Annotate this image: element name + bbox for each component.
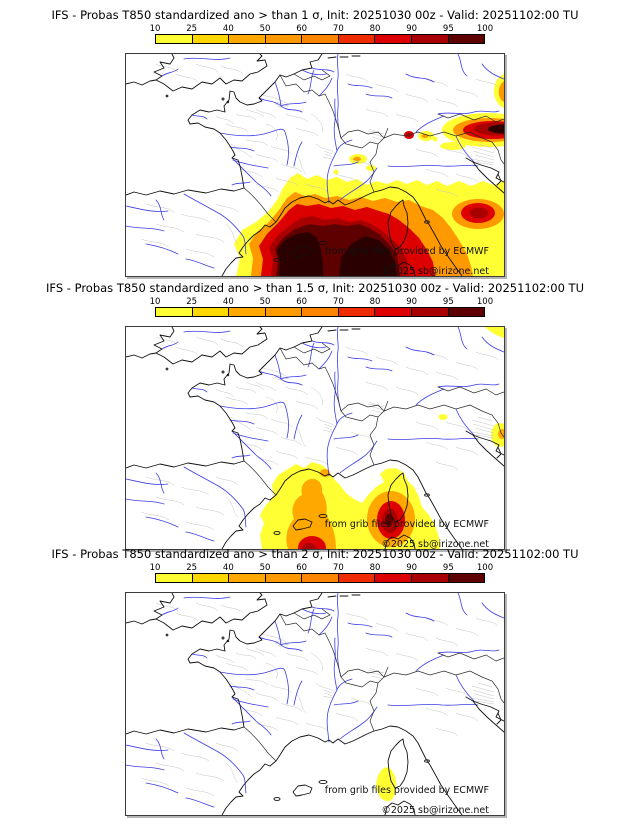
colorbar-tick-label: 90: [406, 563, 418, 573]
colorbar-tick-label: 70: [332, 563, 344, 573]
colorbar-tick-label: 60: [296, 24, 308, 34]
panel-title: IFS - Probas T850 standardized ano > tha…: [46, 281, 584, 295]
attribution-copyright: ©2025 sb@irizone.net: [381, 539, 489, 549]
attribution-source: from grib files provided by ECMWF: [325, 519, 489, 530]
map-frame: from grib files provided by ECMWF ©2025 …: [125, 326, 505, 550]
colorbar-tick-label: 100: [476, 24, 494, 34]
colorbar-segment: [411, 35, 449, 43]
colorbar-segment: [448, 574, 485, 582]
colorbar-segment: [338, 35, 376, 43]
colorbar-segment: [448, 308, 485, 316]
colorbar-tick-label: 40: [222, 297, 234, 307]
colorbar-bar: [155, 573, 485, 583]
colorbar-segment: [156, 574, 193, 582]
colorbar-tick-label: 25: [186, 297, 198, 307]
colorbar-segment: [156, 308, 193, 316]
colorbar-tick-label: 10: [149, 297, 161, 307]
colorbar-tick-label: 25: [186, 24, 198, 34]
probability-shading-layer: [234, 74, 504, 276]
map-sigma-2: from grib files provided by ECMWF ©2025 …: [126, 593, 504, 815]
colorbar-segment: [375, 574, 412, 582]
attribution-source: from grib files provided by ECMWF: [325, 785, 489, 796]
colorbar-tick-label: 80: [369, 24, 381, 34]
attribution-copyright: ©2025 sb@irizone.net: [381, 805, 489, 815]
colorbar-tick-label: 80: [369, 297, 381, 307]
colorbar-ticks: 10 25 40 50 60 70 80 90 95 100: [150, 563, 494, 573]
colorbar-bar: [155, 34, 485, 44]
colorbar-tick-label: 80: [369, 563, 381, 573]
colorbar-tick-label: 90: [406, 297, 418, 307]
colorbar-segment: [265, 574, 303, 582]
attribution-copyright: ©2025 sb@irizone.net: [381, 266, 489, 276]
colorbar-tick-label: 40: [222, 563, 234, 573]
colorbar: 10 25 40 50 60 70 80 90 95 100: [0, 563, 630, 584]
colorbar-segment: [448, 35, 485, 43]
map-sigma-1: from grib files provided by ECMWF ©2025 …: [126, 54, 504, 276]
colorbar-tick-label: 50: [259, 297, 271, 307]
colorbar-tick-label: 10: [149, 24, 161, 34]
colorbar-tick-label: 70: [332, 297, 344, 307]
colorbar-segment: [375, 35, 412, 43]
colorbar-segment: [265, 35, 303, 43]
colorbar-segment: [375, 308, 412, 316]
panel-title: IFS - Probas T850 standardized ano > tha…: [51, 547, 579, 561]
colorbar-segment: [338, 308, 376, 316]
panel-sigma-1: IFS - Probas T850 standardized ano > tha…: [0, 8, 630, 277]
colorbar-ticks: 10 25 40 50 60 70 80 90 95 100: [150, 297, 494, 307]
colorbar-ticks: 10 25 40 50 60 70 80 90 95 100: [150, 24, 494, 34]
map-frame: from grib files provided by ECMWF ©2025 …: [125, 53, 505, 277]
colorbar-tick-label: 95: [442, 563, 454, 573]
colorbar-tick-label: 70: [332, 24, 344, 34]
colorbar-segment: [229, 35, 266, 43]
map-frame: from grib files provided by ECMWF ©2025 …: [125, 592, 505, 816]
colorbar-tick-label: 40: [222, 24, 234, 34]
colorbar-tick-label: 25: [186, 563, 198, 573]
colorbar-tick-label: 100: [476, 563, 494, 573]
colorbar-tick-label: 10: [149, 563, 161, 573]
colorbar-tick-label: 100: [476, 297, 494, 307]
map-sigma-1-5: from grib files provided by ECMWF ©2025 …: [126, 327, 504, 549]
colorbar-tick-label: 95: [442, 297, 454, 307]
colorbar-segment: [265, 308, 303, 316]
colorbar-segment: [302, 308, 339, 316]
colorbar-segment: [156, 35, 193, 43]
colorbar-tick-label: 90: [406, 24, 418, 34]
colorbar-segment: [338, 574, 376, 582]
colorbar-segment: [229, 574, 266, 582]
panel-title: IFS - Probas T850 standardized ano > tha…: [51, 8, 579, 22]
panel-sigma-1-5: IFS - Probas T850 standardized ano > tha…: [0, 281, 630, 550]
colorbar-segment: [229, 308, 266, 316]
colorbar-tick-label: 60: [296, 563, 308, 573]
colorbar-segment: [411, 574, 449, 582]
panel-sigma-2: IFS - Probas T850 standardized ano > tha…: [0, 547, 630, 816]
colorbar-tick-label: 50: [259, 563, 271, 573]
attribution-source: from grib files provided by ECMWF: [325, 246, 489, 257]
colorbar-tick-label: 60: [296, 297, 308, 307]
colorbar: 10 25 40 50 60 70 80 90 95 100: [0, 24, 630, 45]
colorbar-bar: [155, 307, 485, 317]
colorbar-tick-label: 50: [259, 24, 271, 34]
colorbar-segment: [302, 574, 339, 582]
probability-shading-layer: [376, 767, 397, 802]
colorbar: 10 25 40 50 60 70 80 90 95 100: [0, 297, 630, 318]
probability-shading-layer: [260, 327, 504, 549]
colorbar-segment: [411, 308, 449, 316]
colorbar-segment: [192, 574, 230, 582]
colorbar-tick-label: 95: [442, 24, 454, 34]
colorbar-segment: [302, 35, 339, 43]
colorbar-segment: [192, 308, 230, 316]
colorbar-segment: [192, 35, 230, 43]
